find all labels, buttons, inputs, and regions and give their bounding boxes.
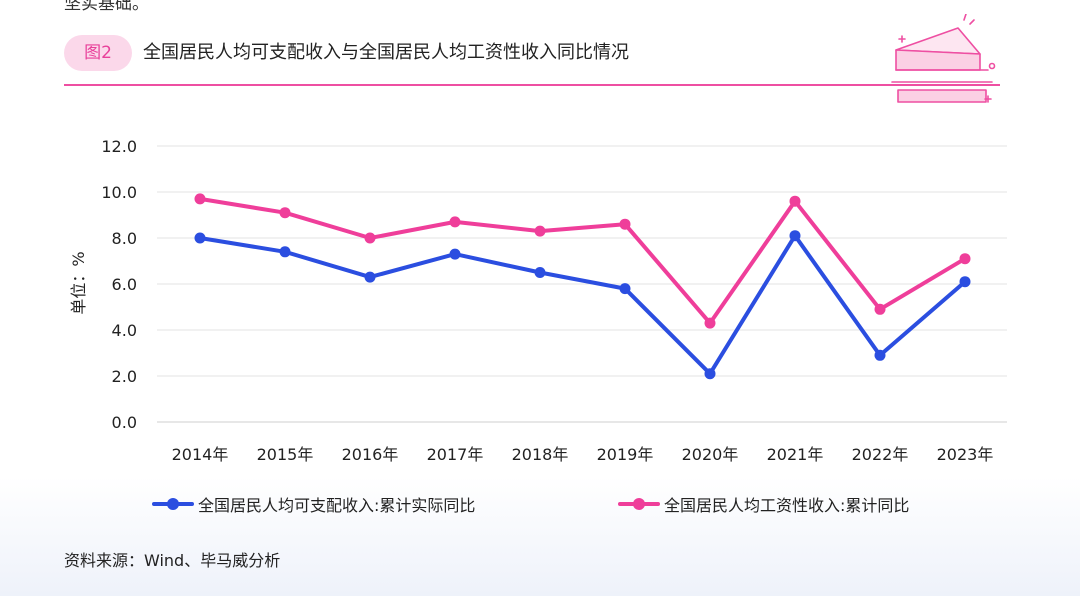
data-point bbox=[364, 271, 376, 283]
x-tick-label: 2017年 bbox=[427, 445, 484, 464]
previous-paragraph-fragment: 坚实基础。 bbox=[64, 0, 149, 14]
data-point bbox=[789, 195, 801, 207]
x-tick-label: 2014年 bbox=[172, 445, 229, 464]
data-point bbox=[364, 232, 376, 244]
x-tick-label: 2016年 bbox=[342, 445, 399, 464]
grid-lines bbox=[157, 145, 1007, 423]
data-point bbox=[534, 225, 546, 237]
x-tick-label: 2023年 bbox=[937, 445, 994, 464]
series-1 bbox=[194, 230, 971, 380]
x-tick-label: 2019年 bbox=[597, 445, 654, 464]
data-point bbox=[704, 368, 716, 380]
legend-swatch-series-2 bbox=[618, 498, 660, 510]
x-tick-label: 2022年 bbox=[852, 445, 909, 464]
figure-number-badge: 图2 bbox=[64, 35, 132, 71]
y-tick-label: 0.0 bbox=[112, 413, 137, 432]
data-point bbox=[704, 317, 716, 329]
data-point bbox=[874, 303, 886, 315]
source-note: 资料来源：Wind、毕马威分析 bbox=[64, 551, 281, 570]
data-series bbox=[194, 193, 971, 380]
series-2 bbox=[194, 193, 971, 329]
data-point bbox=[619, 218, 631, 230]
data-point bbox=[449, 248, 461, 260]
y-tick-label: 4.0 bbox=[112, 321, 137, 340]
data-point bbox=[279, 246, 291, 258]
figure-title: 全国居民人均可支配收入与全国居民人均工资性收入同比情况 bbox=[143, 42, 629, 63]
y-tick-label: 12.0 bbox=[101, 137, 137, 156]
legend-swatch-series-1 bbox=[152, 498, 194, 510]
data-point bbox=[619, 283, 631, 295]
legend-label-series-2: 全国居民人均工资性收入:累计同比 bbox=[664, 496, 910, 515]
legend-item-series-1: 全国居民人均可支配收入:累计实际同比 bbox=[152, 492, 475, 516]
legend-item-series-2: 全国居民人均工资性收入:累计同比 bbox=[618, 492, 909, 516]
data-point bbox=[449, 216, 461, 228]
data-point bbox=[959, 253, 971, 265]
data-point bbox=[279, 207, 291, 219]
y-axis-label: 单位：% bbox=[69, 251, 88, 314]
data-point bbox=[194, 193, 206, 205]
data-point bbox=[534, 267, 546, 278]
y-tick-label: 6.0 bbox=[112, 275, 137, 294]
x-tick-label: 2015年 bbox=[257, 445, 314, 464]
data-point bbox=[789, 230, 801, 242]
series-line-1 bbox=[198, 233, 967, 376]
x-tick-label: 2021年 bbox=[767, 445, 824, 464]
y-tick-label: 2.0 bbox=[112, 367, 137, 386]
y-tick-label: 8.0 bbox=[112, 229, 137, 248]
data-point bbox=[194, 232, 206, 244]
legend-label-series-1: 全国居民人均可支配收入:累计实际同比 bbox=[198, 496, 476, 515]
header-divider bbox=[64, 84, 1000, 86]
x-axis-ticks: 2014年 2015年 2016年 2017年 2018年 2019年 2020年 2021年… bbox=[172, 445, 994, 464]
y-tick-label: 10.0 bbox=[101, 183, 137, 202]
x-tick-label: 2018年 bbox=[512, 445, 569, 464]
y-axis-ticks: 0.0 2.0 4.0 6.0 8.0 10.0 12.0 bbox=[101, 137, 137, 432]
data-point bbox=[874, 349, 886, 361]
series-line-2 bbox=[198, 196, 967, 326]
cake-slice-icon bbox=[891, 14, 996, 103]
data-point bbox=[959, 276, 971, 288]
x-tick-label: 2020年 bbox=[682, 445, 739, 464]
